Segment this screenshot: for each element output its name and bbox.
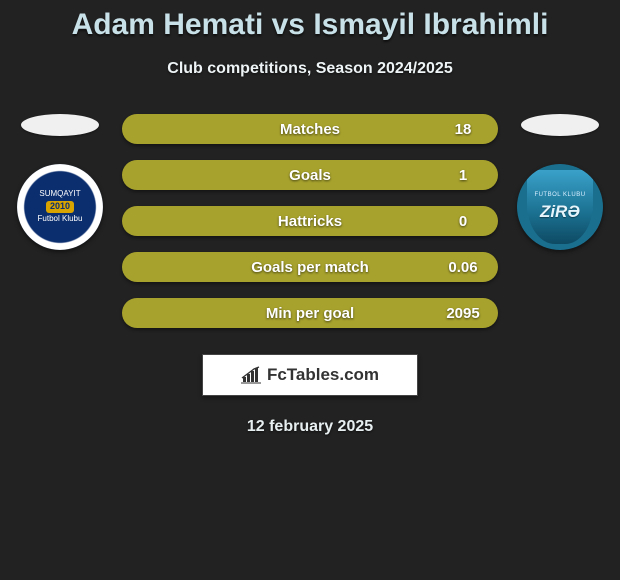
brand-box: FcTables.com	[202, 354, 418, 396]
chart-icon	[241, 366, 261, 384]
infographic-root: Adam Hemati vs Ismayil Ibrahimli Club co…	[0, 0, 620, 436]
stat-row-goals: Goals 1	[122, 160, 498, 190]
stat-label: Goals	[192, 167, 428, 184]
content-row: SUMQAYIT 2010 Futbol Klubu Matches 18 Go…	[0, 114, 620, 328]
stat-row-hattricks: Hattricks 0	[122, 206, 498, 236]
left-club-logo-inner: SUMQAYIT 2010 Futbol Klubu	[38, 190, 83, 223]
left-club-year: 2010	[46, 201, 74, 213]
right-player-column: FUTBOL KLUBU ZiRƏ	[508, 114, 612, 250]
left-player-marker	[21, 114, 99, 136]
right-club-name: ZiRƏ	[540, 202, 580, 222]
stats-bars: Matches 18 Goals 1 Hattricks 0 Goals per…	[112, 114, 508, 328]
stat-row-min-per-goal: Min per goal 2095	[122, 298, 498, 328]
page-title: Adam Hemati vs Ismayil Ibrahimli	[0, 8, 620, 42]
stat-right-value: 18	[428, 121, 498, 138]
stat-row-goals-per-match: Goals per match 0.06	[122, 252, 498, 282]
page-subtitle: Club competitions, Season 2024/2025	[0, 60, 620, 78]
stat-right-value: 0	[428, 213, 498, 230]
stat-label: Hattricks	[192, 213, 428, 230]
stat-right-value: 2095	[428, 305, 498, 322]
brand-text: FcTables.com	[267, 365, 379, 385]
stat-label: Min per goal	[192, 305, 428, 322]
stat-row-matches: Matches 18	[122, 114, 498, 144]
stat-label: Matches	[192, 121, 428, 138]
stat-right-value: 1	[428, 167, 498, 184]
right-club-logo: FUTBOL KLUBU ZiRƏ	[517, 164, 603, 250]
left-player-column: SUMQAYIT 2010 Futbol Klubu	[8, 114, 112, 250]
right-club-shield: FUTBOL KLUBU ZiRƏ	[527, 170, 593, 244]
right-player-marker	[521, 114, 599, 136]
left-club-top-text: SUMQAYIT	[38, 190, 83, 199]
stat-right-value: 0.06	[428, 259, 498, 276]
left-club-bottom-text: Futbol Klubu	[38, 215, 83, 224]
footer-date: 12 february 2025	[0, 418, 620, 436]
stat-label: Goals per match	[192, 259, 428, 276]
left-club-logo: SUMQAYIT 2010 Futbol Klubu	[17, 164, 103, 250]
right-club-top-text: FUTBOL KLUBU	[534, 192, 585, 198]
